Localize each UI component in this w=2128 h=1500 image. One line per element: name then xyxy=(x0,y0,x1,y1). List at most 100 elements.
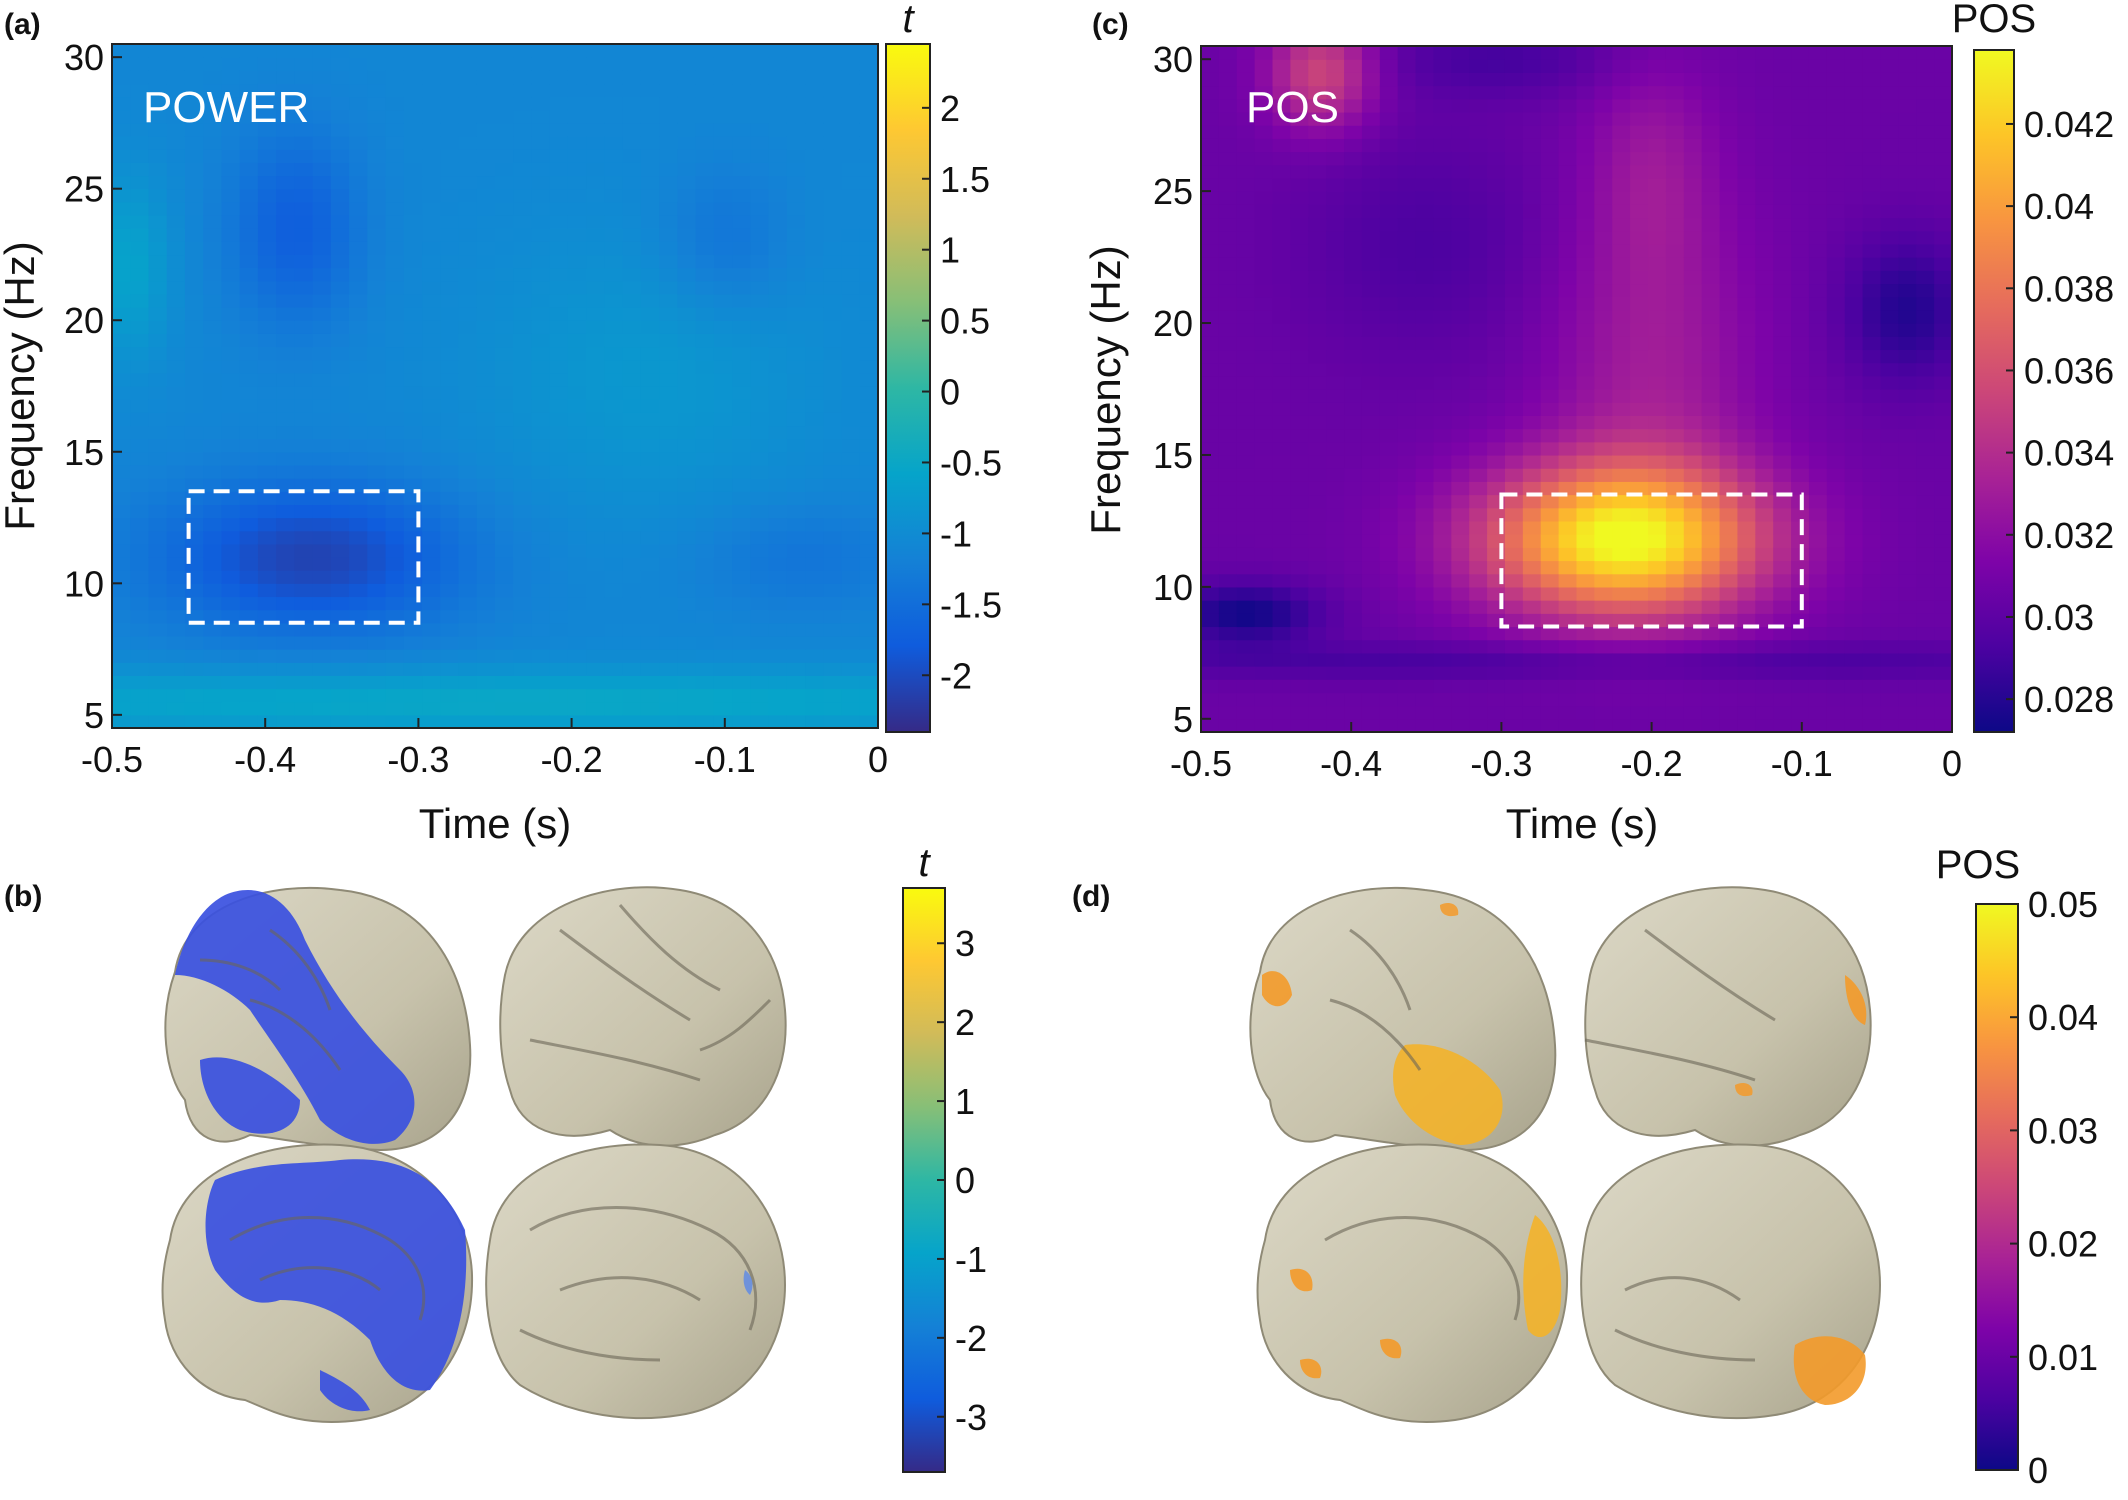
heatmap-cell xyxy=(1808,586,1828,601)
heatmap-cell xyxy=(112,714,131,729)
heatmap-cell xyxy=(695,122,715,137)
heatmap-cell xyxy=(1236,191,1256,205)
heatmap-cell xyxy=(1254,481,1274,496)
heatmap-cell xyxy=(567,372,587,387)
heatmap-cell xyxy=(1898,177,1917,192)
heatmap-cell xyxy=(1344,402,1363,416)
heatmap-cell xyxy=(622,122,642,137)
heatmap-cell xyxy=(1808,441,1828,456)
heatmap-cell xyxy=(1290,59,1309,73)
heatmap-cell xyxy=(1504,481,1524,496)
heatmap-cell xyxy=(349,714,368,729)
heatmap-cell xyxy=(1719,177,1739,192)
heatmap-cell xyxy=(1808,600,1828,614)
heatmap-cell xyxy=(1290,191,1309,205)
heatmap-cell xyxy=(695,241,715,256)
heatmap-cell xyxy=(1826,309,1846,324)
heatmap-cell xyxy=(622,188,642,203)
heatmap-cell xyxy=(440,557,460,571)
heatmap-cell xyxy=(440,215,460,229)
heatmap-cell xyxy=(549,530,569,545)
heatmap-cell xyxy=(1433,217,1452,232)
heatmap-cell xyxy=(567,228,587,242)
heatmap-cell xyxy=(1862,257,1882,271)
heatmap-cell xyxy=(1880,296,1899,311)
heatmap-cell xyxy=(1683,454,1703,469)
heatmap-cell xyxy=(567,425,587,440)
heatmap-cell xyxy=(1594,72,1613,87)
heatmap-cell xyxy=(403,149,423,163)
heatmap-cell xyxy=(1451,402,1470,416)
heatmap-cell xyxy=(1755,151,1774,166)
heatmap-cell xyxy=(1397,72,1417,87)
heatmap-cell xyxy=(677,504,697,519)
heatmap-cell xyxy=(276,228,295,242)
heatmap-cell xyxy=(1415,613,1435,628)
heatmap-cell xyxy=(750,675,770,690)
heatmap-cell xyxy=(1344,441,1363,456)
heatmap-cell xyxy=(768,83,788,98)
heatmap-cell xyxy=(1665,309,1685,324)
heatmap-cell xyxy=(312,622,332,637)
heatmap-cell xyxy=(112,215,131,229)
heatmap-cell xyxy=(257,688,277,703)
heatmap-cell xyxy=(1290,46,1309,60)
heatmap-cell xyxy=(1737,626,1756,641)
heatmap-cell xyxy=(604,228,624,242)
heatmap-cell xyxy=(239,241,259,256)
heatmap-cell xyxy=(750,557,770,571)
heatmap-cell xyxy=(1451,309,1470,324)
heatmap-cell xyxy=(1540,85,1560,100)
heatmap-cell xyxy=(476,215,496,229)
heatmap-cell xyxy=(1898,375,1917,390)
heatmap-cell xyxy=(622,293,642,308)
heatmap-cell xyxy=(1290,230,1309,245)
heatmap-cell xyxy=(1576,125,1595,139)
heatmap-cell xyxy=(1612,534,1631,548)
heatmap-cell xyxy=(604,254,624,269)
heatmap-cell xyxy=(805,583,824,598)
heatmap-cell xyxy=(1612,164,1631,179)
heatmap-cell xyxy=(677,425,697,440)
heatmap-cell xyxy=(1701,98,1721,113)
heatmap-cell xyxy=(805,122,824,137)
heatmap-cell xyxy=(1522,441,1542,456)
heatmap-cell xyxy=(476,583,496,598)
heatmap-cell xyxy=(148,557,168,571)
heatmap-cell xyxy=(1648,362,1667,377)
heatmap-cell xyxy=(1218,454,1238,469)
heatmap-cell xyxy=(622,478,642,492)
heatmap-cell xyxy=(1236,46,1256,60)
heatmap-cell xyxy=(1934,600,1953,614)
heatmap-cell xyxy=(330,688,350,703)
heatmap-cell xyxy=(549,399,569,413)
heatmap-cell xyxy=(1504,362,1524,377)
heatmap-cell xyxy=(1594,441,1613,456)
heatmap-cell xyxy=(495,386,514,400)
heatmap-cell xyxy=(203,543,223,558)
heatmap-cell xyxy=(330,122,350,137)
heatmap-cell xyxy=(1290,296,1309,311)
heatmap-cell xyxy=(859,109,879,124)
heatmap-cell xyxy=(330,228,350,242)
heatmap-cell xyxy=(1522,534,1542,548)
heatmap-cell xyxy=(1898,626,1917,641)
heatmap-cell xyxy=(276,609,295,624)
heatmap-cell xyxy=(1916,243,1935,258)
heatmap-cell xyxy=(1916,494,1935,509)
heatmap-cell xyxy=(567,517,587,532)
heatmap-cell xyxy=(604,412,624,427)
heatmap-cell xyxy=(1701,389,1721,403)
heatmap-cell xyxy=(1415,507,1435,522)
heatmap-cell xyxy=(1504,428,1524,443)
heatmap-cell xyxy=(1773,309,1792,324)
heatmap-cell xyxy=(677,688,697,703)
heatmap-cell xyxy=(823,70,843,85)
heatmap-cell xyxy=(549,675,569,690)
heatmap-cell xyxy=(1254,428,1274,443)
heatmap-cell xyxy=(768,201,788,216)
heatmap-cell xyxy=(750,701,770,716)
heatmap-cell xyxy=(1791,257,1810,271)
heatmap-cell xyxy=(513,517,533,532)
heatmap-cell xyxy=(1379,507,1399,522)
